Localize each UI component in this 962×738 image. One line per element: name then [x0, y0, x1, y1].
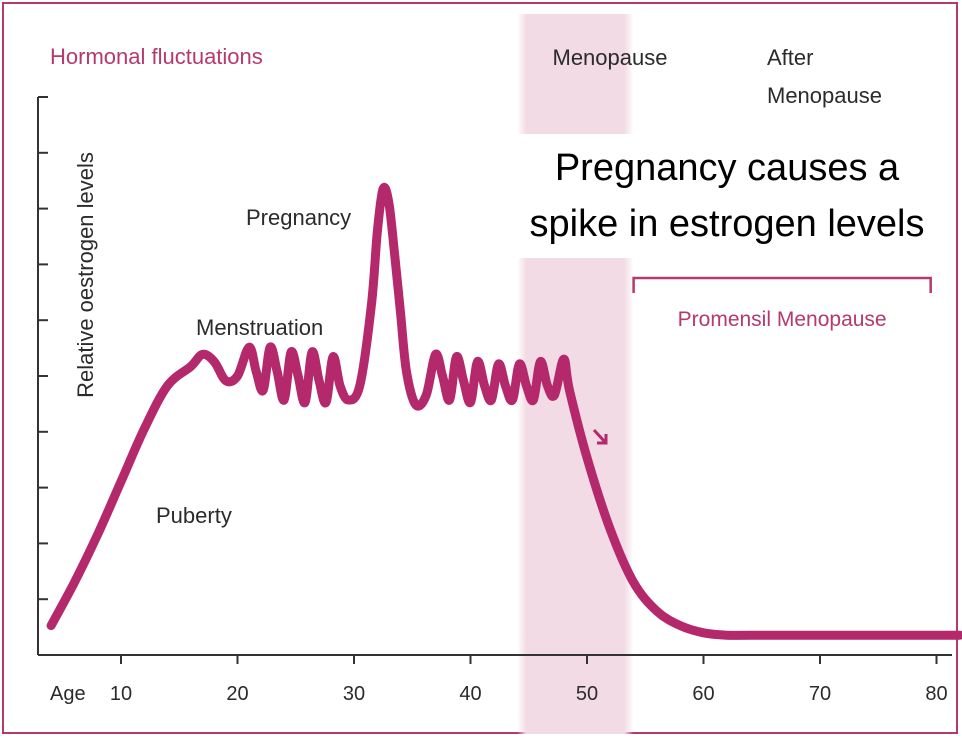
y-axis-label: Relative oestrogen levels	[73, 152, 98, 398]
x-tick-label: 50	[576, 683, 598, 705]
x-tick-label: 20	[226, 683, 248, 705]
x-tick-label: 40	[459, 683, 481, 705]
x-tick-label: 10	[110, 683, 132, 705]
y-axis	[37, 96, 48, 656]
callout-text-line1: Pregnancy causes a	[555, 147, 900, 189]
callout-background	[498, 134, 956, 258]
callout-text-line2: spike in estrogen levels	[530, 203, 925, 245]
after-menopause-label-line1: After	[767, 45, 813, 70]
after-menopause-label-line2: Menopause	[767, 83, 882, 108]
x-tick-label: 70	[809, 683, 831, 705]
menstruation-label: Menstruation	[196, 315, 323, 340]
pregnancy-label: Pregnancy	[246, 205, 351, 230]
puberty-label: Puberty	[156, 503, 232, 528]
promensil-label: Promensil Menopause	[678, 308, 887, 331]
estrogen-curve-line	[46, 182, 962, 640]
promensil-bracket	[632, 276, 932, 293]
chart-title: Hormonal fluctuations	[50, 44, 263, 69]
x-tick-label: 30	[343, 683, 365, 705]
menopause-label: Menopause	[553, 45, 668, 70]
x-tick-label: 80	[925, 683, 947, 705]
decline-arrow	[592, 428, 608, 445]
x-axis-label: Age	[50, 683, 86, 705]
x-tick-label: 60	[692, 683, 714, 705]
x-axis: 10 20 30 40 50 60 70 80	[38, 654, 952, 705]
